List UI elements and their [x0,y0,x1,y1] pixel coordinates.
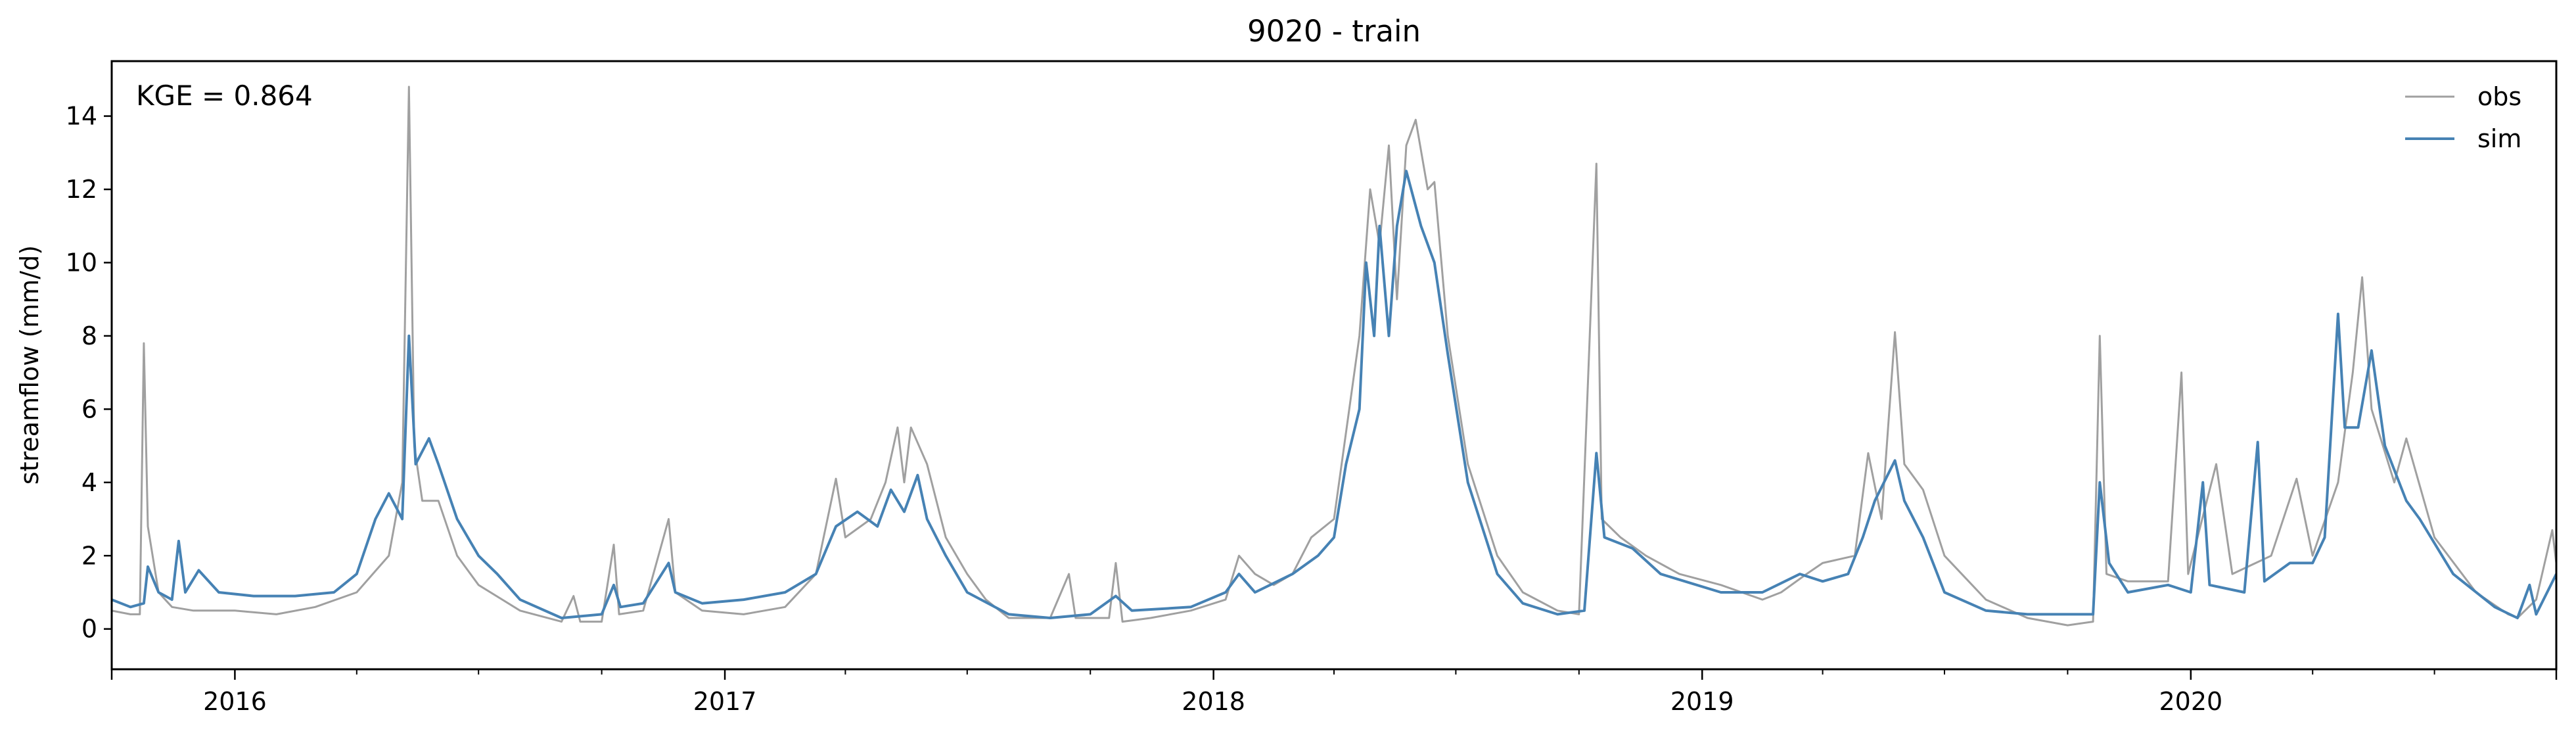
y-tick-label: 12 [66,175,97,204]
y-tick-label: 4 [81,468,97,497]
x-tick-label: 2018 [1182,687,1245,716]
y-axis-label: streamflow (mm/d) [15,245,44,485]
y-tick-label: 0 [81,615,97,644]
x-tick-label: 2017 [693,687,757,716]
y-tick-label: 8 [81,321,97,350]
x-tick-label: 2020 [2159,687,2222,716]
series-line-sim [112,170,2556,619]
plot-frame [110,60,2558,671]
x-tick-label: 2016 [203,687,267,716]
x-axis: 2016 2017 2018 2019 2020 [110,669,2558,716]
kge-annotation: KGE = 0.864 [136,80,313,112]
series-layer [112,85,2556,627]
y-axis: 0 2 4 6 8 10 12 14 [66,102,112,644]
legend-label-obs: obs [2477,82,2521,111]
legend: obs sim [2405,82,2521,153]
x-tick-label: 2019 [1670,687,1734,716]
y-tick-label: 2 [81,541,97,570]
chart-title: 9020 - train [1247,14,1421,49]
y-tick-label: 10 [66,248,97,277]
y-tick-label: 14 [66,102,97,131]
legend-label-sim: sim [2477,124,2521,153]
series-line-obs [112,85,2556,627]
y-tick-label: 6 [81,394,97,423]
